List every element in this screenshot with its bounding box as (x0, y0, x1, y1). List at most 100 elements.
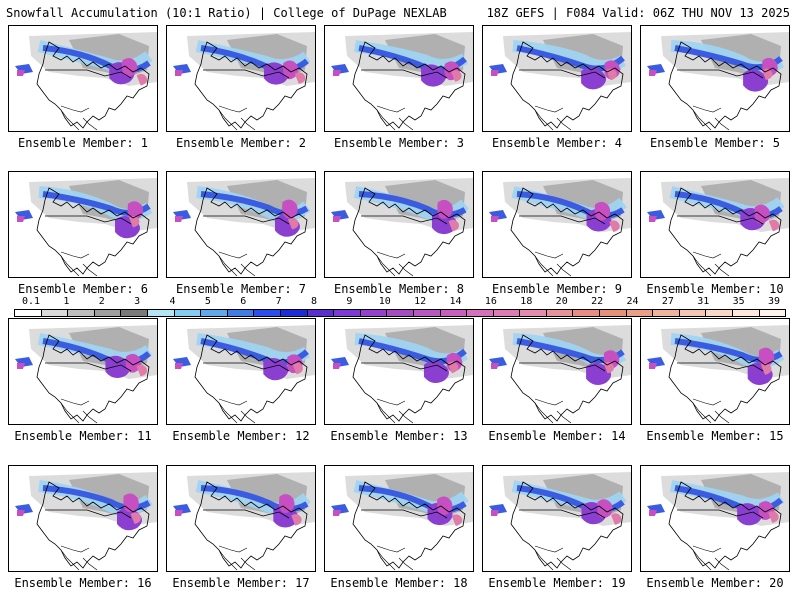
colorbar-swatch (573, 310, 601, 316)
colorbar-swatch (520, 310, 547, 316)
colorbar-tick-label: 27 (661, 296, 674, 307)
colorbar-swatch (467, 310, 494, 316)
ensemble-member-label: Ensemble Member: 18 (330, 576, 468, 590)
colorbar-swatch (413, 310, 441, 316)
snowfall-map (9, 319, 157, 424)
colorbar-tick-label: 39 (767, 296, 781, 307)
snowfall-map (167, 319, 315, 424)
ensemble-member-label: Ensemble Member: 17 (172, 576, 310, 590)
ensemble-map-panel (8, 171, 158, 278)
colorbar-swatch (387, 310, 414, 316)
snowfall-map (641, 466, 789, 571)
ensemble-member-label: Ensemble Member: 13 (330, 429, 468, 443)
colorbar-swatch (121, 310, 148, 316)
snowfall-map (9, 466, 157, 571)
ensemble-member-label: Ensemble Member: 20 (646, 576, 784, 590)
colorbar-swatch (280, 310, 308, 316)
colorbar-tick-label: 24 (626, 296, 639, 307)
ensemble-member-label: Ensemble Member: 4 (491, 136, 623, 150)
colorbar-swatch (147, 310, 175, 316)
ensemble-member-label: Ensemble Member: 9 (491, 282, 623, 296)
ensemble-map-panel (166, 465, 316, 572)
ensemble-map-panel (324, 465, 474, 572)
ensemble-member-label: Ensemble Member: 8 (333, 282, 465, 296)
colorbar-tick-label: 2 (98, 296, 105, 307)
colorbar-tick-label: 16 (484, 296, 497, 307)
colorbar-swatch (360, 310, 388, 316)
colorbar-tick-label: 5 (204, 296, 211, 307)
colorbar-tick-label: 10 (378, 296, 391, 307)
snowfall-colorbar (14, 309, 786, 317)
snowfall-map (325, 466, 473, 571)
snowfall-map (167, 26, 315, 131)
ensemble-map-panel (482, 465, 632, 572)
ensemble-member-label: Ensemble Member: 7 (175, 282, 307, 296)
snowfall-map (167, 466, 315, 571)
model-run-label: 18Z GEFS | F084 Valid: 06Z THU NOV 13 20… (486, 6, 790, 20)
colorbar-swatch (759, 310, 786, 316)
colorbar-swatch (493, 310, 521, 316)
ensemble-member-label: Ensemble Member: 6 (17, 282, 149, 296)
colorbar-swatch (626, 310, 654, 316)
snowfall-map (483, 172, 631, 277)
colorbar-tick-label: 4 (169, 296, 176, 307)
snowfall-map (641, 26, 789, 131)
snowfall-map (483, 26, 631, 131)
colorbar-swatch (254, 310, 281, 316)
colorbar-tick-label: 7 (275, 296, 282, 307)
ensemble-map-panel (482, 318, 632, 425)
chart-title: Snowfall Accumulation (10:1 Ratio) | Col… (6, 6, 447, 20)
ensemble-map-panel (8, 25, 158, 132)
ensemble-map-panel (8, 318, 158, 425)
colorbar-swatch (201, 310, 228, 316)
colorbar-swatch (733, 310, 760, 316)
colorbar-tick-label: 18 (520, 296, 533, 307)
ensemble-member-label: Ensemble Member: 12 (172, 429, 310, 443)
colorbar-swatch (600, 310, 627, 316)
ensemble-member-label: Ensemble Member: 1 (17, 136, 149, 150)
ensemble-map-panel (640, 25, 790, 132)
colorbar-swatch (653, 310, 680, 316)
ensemble-map-panel (8, 465, 158, 572)
colorbar-swatch (15, 310, 42, 316)
colorbar-swatch (706, 310, 734, 316)
ensemble-member-label: Ensemble Member: 19 (488, 576, 626, 590)
ensemble-map-panel (640, 171, 790, 278)
colorbar-swatch (440, 310, 468, 316)
ensemble-member-label: Ensemble Member: 10 (646, 282, 784, 296)
snowfall-map (167, 172, 315, 277)
snowfall-map (325, 319, 473, 424)
ensemble-member-label: Ensemble Member: 3 (333, 136, 465, 150)
colorbar-swatch (41, 310, 69, 316)
ensemble-map-panel (324, 318, 474, 425)
snowfall-map (483, 466, 631, 571)
colorbar-tick-label: 14 (449, 296, 462, 307)
colorbar-swatch (94, 310, 122, 316)
ensemble-map-panel (166, 25, 316, 132)
colorbar-tick-label: 8 (311, 296, 318, 307)
colorbar-swatch (334, 310, 361, 316)
colorbar-tick-label: 12 (414, 296, 427, 307)
ensemble-map-panel (324, 171, 474, 278)
colorbar-tick-labels: 0.1 1 2 3 4 5 6 7 8 9 10 12 14 16 18 20 22 24 27 31 35 39 (14, 296, 786, 308)
colorbar-swatch (227, 310, 255, 316)
ensemble-member-label: Ensemble Member: 5 (649, 136, 781, 150)
colorbar-tick-label: 20 (555, 296, 568, 307)
ensemble-map-panel (640, 318, 790, 425)
colorbar-tick-label: 35 (732, 296, 745, 307)
colorbar-swatch (174, 310, 202, 316)
ensemble-member-label: Ensemble Member: 11 (14, 429, 152, 443)
colorbar-tick-label: 22 (591, 296, 604, 307)
snowfall-map (9, 172, 157, 277)
colorbar-swatch (679, 310, 707, 316)
ensemble-map-panel (482, 171, 632, 278)
colorbar-tick-label: 31 (697, 296, 710, 307)
snowfall-map (9, 26, 157, 131)
snowfall-map (641, 172, 789, 277)
ensemble-map-panel (324, 25, 474, 132)
colorbar-tick-label: 1 (63, 296, 70, 307)
ensemble-member-label: Ensemble Member: 14 (488, 429, 626, 443)
ensemble-member-label: Ensemble Member: 2 (175, 136, 307, 150)
ensemble-member-label: Ensemble Member: 15 (646, 429, 784, 443)
snowfall-map (641, 319, 789, 424)
